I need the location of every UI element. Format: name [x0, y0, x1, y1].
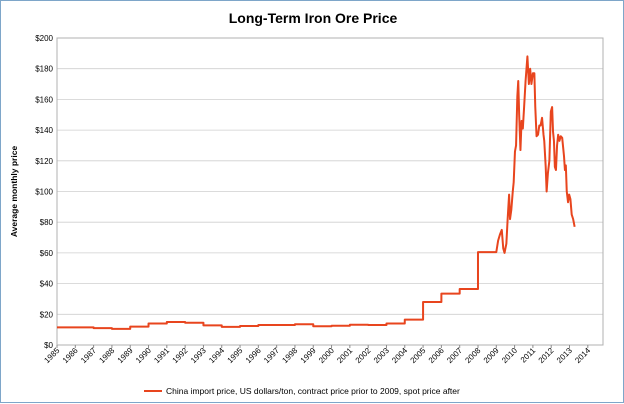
x-tick-label: 1987 [79, 346, 98, 365]
x-tick-label: 1989 [116, 346, 135, 365]
y-tick-label: $180 [35, 65, 53, 74]
x-tick-label: 2003 [372, 346, 391, 365]
x-tick-label: 1988 [97, 346, 116, 365]
y-tick-label: $0 [44, 341, 53, 350]
x-tick-label: 1996 [244, 346, 263, 365]
plot-area [56, 37, 604, 346]
y-tick-label: $100 [35, 188, 53, 197]
x-tick-label: 1993 [189, 346, 208, 365]
x-tick-label: 2011 [519, 346, 538, 365]
x-tick-label: 1999 [299, 346, 318, 365]
legend-swatch [144, 390, 162, 392]
x-tick-label: 2009 [482, 346, 501, 365]
x-tick-label: 1995 [226, 346, 245, 365]
y-tick-label: $20 [40, 310, 54, 319]
x-tick-label: 2004 [390, 346, 409, 365]
y-tick-label: $80 [40, 218, 54, 227]
y-tick-label: $120 [35, 157, 53, 166]
x-tick-label: 1997 [262, 346, 281, 365]
y-tick-label: $160 [35, 95, 53, 104]
series-line-iron-ore-price [57, 55, 576, 330]
x-tick-label: 1986 [61, 346, 80, 365]
x-tick-label: 2006 [427, 346, 446, 365]
x-tick-label: 2008 [463, 346, 482, 365]
chart-title: Long-Term Iron Ore Price [228, 10, 398, 26]
x-tick-label: 2000 [317, 346, 336, 365]
x-tick-label: 2012 [537, 346, 556, 365]
x-tick-label: 2010 [500, 346, 519, 365]
x-tick-label: 1991 [152, 346, 171, 365]
y-axis-label: Average monthly price [9, 146, 19, 238]
x-tick-label: 2007 [445, 346, 464, 365]
legend: China import price, US dollars/ton, cont… [144, 384, 614, 398]
y-tick-label: $40 [40, 280, 54, 289]
x-tick-label: 2014 [573, 346, 592, 365]
x-tick-label: 2005 [409, 346, 428, 365]
x-tick-label: 2002 [354, 346, 373, 365]
x-tick-label: 2001 [335, 346, 354, 365]
x-tick-label: 1994 [207, 346, 226, 365]
x-tick-label: 2013 [555, 346, 574, 365]
y-tick-label: $200 [35, 34, 53, 43]
x-tick-label: 1990 [134, 346, 153, 365]
y-tick-label: $60 [40, 249, 54, 258]
x-tick-label: 1992 [171, 346, 190, 365]
x-tick-label: 1998 [280, 346, 299, 365]
legend-label: China import price, US dollars/ton, cont… [166, 386, 460, 396]
y-tick-label: $140 [35, 126, 53, 135]
